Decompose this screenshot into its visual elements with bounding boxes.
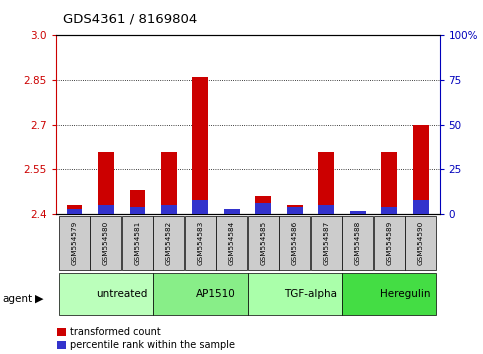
FancyBboxPatch shape	[153, 217, 185, 270]
Text: GSM554580: GSM554580	[103, 220, 109, 264]
FancyBboxPatch shape	[153, 273, 248, 315]
Text: GSM554588: GSM554588	[355, 220, 361, 264]
FancyBboxPatch shape	[216, 217, 247, 270]
Bar	[256, 204, 271, 214]
Text: GSM554584: GSM554584	[229, 220, 235, 264]
Text: GSM554579: GSM554579	[71, 220, 77, 264]
Text: GSM554586: GSM554586	[292, 220, 298, 264]
FancyBboxPatch shape	[342, 273, 436, 315]
FancyBboxPatch shape	[59, 273, 153, 315]
Bar	[98, 205, 114, 214]
Text: GSM554581: GSM554581	[134, 220, 141, 264]
Text: untreated: untreated	[96, 289, 147, 299]
Bar	[192, 200, 208, 214]
Bar	[129, 207, 145, 214]
Text: Heregulin: Heregulin	[380, 289, 430, 299]
Text: GSM554587: GSM554587	[323, 220, 329, 264]
Bar	[67, 205, 82, 214]
FancyBboxPatch shape	[185, 217, 216, 270]
Text: GSM554585: GSM554585	[260, 220, 266, 264]
Bar	[287, 207, 303, 214]
Bar	[98, 152, 114, 214]
FancyBboxPatch shape	[59, 217, 90, 270]
Bar	[256, 196, 271, 214]
Bar	[318, 205, 334, 214]
Bar	[287, 205, 303, 214]
FancyBboxPatch shape	[373, 217, 405, 270]
Bar	[413, 200, 428, 214]
Bar	[161, 205, 177, 214]
FancyBboxPatch shape	[248, 273, 342, 315]
Bar	[129, 190, 145, 214]
FancyBboxPatch shape	[122, 217, 153, 270]
Bar	[161, 152, 177, 214]
FancyBboxPatch shape	[248, 217, 279, 270]
Bar	[224, 211, 240, 214]
FancyBboxPatch shape	[405, 217, 436, 270]
Bar	[381, 207, 397, 214]
Bar	[224, 209, 240, 214]
Bar	[318, 152, 334, 214]
Bar	[192, 77, 208, 214]
FancyBboxPatch shape	[279, 217, 310, 270]
FancyBboxPatch shape	[311, 217, 342, 270]
Text: GSM554589: GSM554589	[386, 220, 392, 264]
Bar	[381, 152, 397, 214]
Text: GSM554582: GSM554582	[166, 220, 172, 264]
Text: GDS4361 / 8169804: GDS4361 / 8169804	[63, 12, 197, 25]
Bar	[413, 125, 428, 214]
Text: ▶: ▶	[35, 294, 43, 304]
Text: TGF-alpha: TGF-alpha	[284, 289, 337, 299]
FancyBboxPatch shape	[342, 217, 373, 270]
Bar	[67, 209, 82, 214]
Text: GSM554583: GSM554583	[198, 220, 203, 264]
Text: AP1510: AP1510	[196, 289, 236, 299]
Bar	[350, 211, 366, 214]
Text: agent: agent	[2, 294, 32, 304]
Legend: transformed count, percentile rank within the sample: transformed count, percentile rank withi…	[53, 324, 239, 354]
Text: GSM554590: GSM554590	[418, 220, 424, 264]
FancyBboxPatch shape	[90, 217, 121, 270]
